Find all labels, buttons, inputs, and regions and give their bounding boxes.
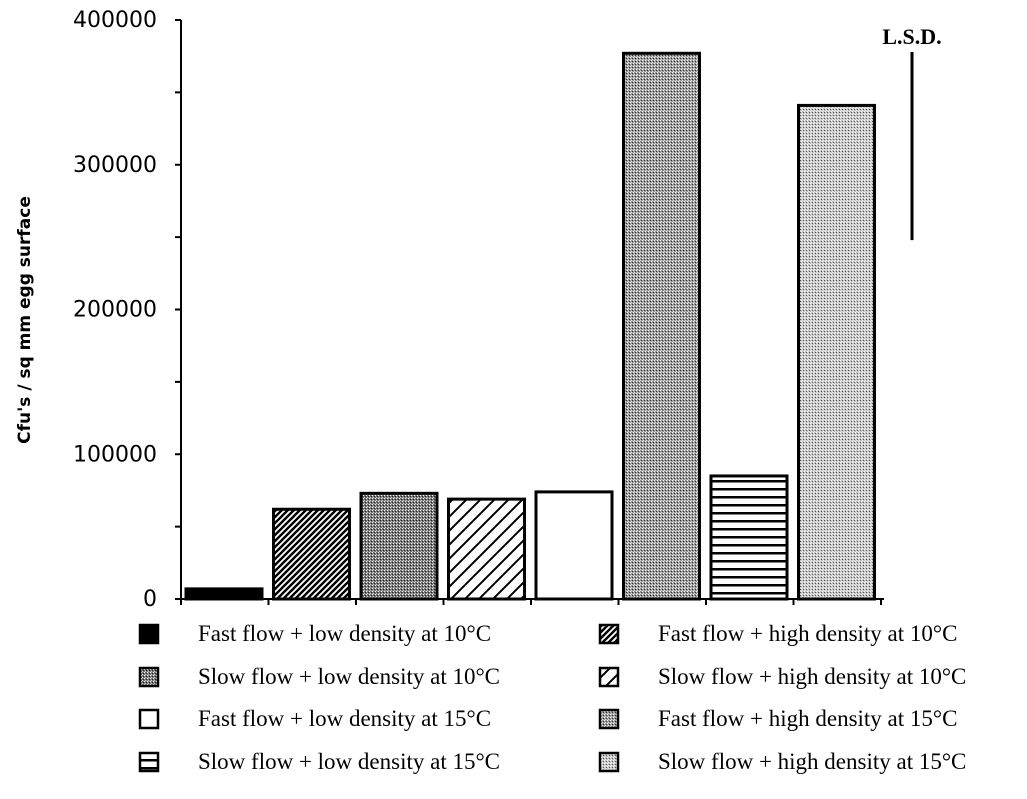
bar — [359, 491, 439, 601]
legend-item: Slow flow + high density at 10°C — [598, 662, 966, 692]
legend-swatch — [598, 751, 620, 773]
bar — [272, 507, 351, 601]
bars — [184, 51, 876, 601]
legend-swatch — [138, 708, 160, 730]
legend-item: Slow flow + low density at 10°C — [138, 662, 500, 692]
y-tick-label: 400000 — [73, 8, 157, 33]
y-tick-label: 200000 — [73, 298, 157, 323]
bar — [184, 587, 264, 601]
legend-label: Slow flow + low density at 10°C — [198, 664, 500, 689]
y-tick-label: 0 — [143, 587, 157, 612]
legend-label: Fast flow + low density at 10°C — [198, 621, 492, 646]
y-axis-title: Cfu's / sq mm egg surface — [15, 196, 35, 444]
legend-swatch — [598, 623, 620, 645]
legend-item: Fast flow + high density at 10°C — [598, 619, 957, 649]
legend-swatch — [138, 623, 160, 645]
bar — [534, 490, 614, 601]
bar — [797, 103, 876, 601]
y-tick-label: 300000 — [73, 153, 157, 178]
legend-label: Fast flow + low density at 15°C — [198, 706, 492, 731]
lsd-label: L.S.D. — [882, 24, 941, 49]
bar — [447, 497, 526, 601]
bar-chart: 0 100000 200000 300000 400000 Cfu's / sq mm e… — [15, 8, 942, 612]
legend-label: Fast flow + high density at 10°C — [658, 621, 958, 646]
legend-label: Slow flow + high density at 10°C — [658, 664, 967, 689]
legend-item: Fast flow + high density at 15°C — [598, 704, 957, 734]
legend-swatch — [138, 751, 160, 773]
legend-label: Slow flow + low density at 15°C — [198, 749, 500, 774]
legend-swatch — [138, 666, 160, 688]
y-tick-label: 100000 — [73, 442, 157, 467]
lsd-annotation: L.S.D. — [882, 24, 942, 241]
bar — [709, 474, 789, 601]
legend-item: Fast flow + low density at 15°C — [138, 704, 491, 734]
legend-item: Fast flow + low density at 10°C — [138, 619, 491, 649]
legend-label: Fast flow + high density at 15°C — [658, 706, 958, 731]
legend-label: Slow flow + high density at 15°C — [658, 749, 967, 774]
legend-item: Slow flow + low density at 15°C — [138, 747, 500, 777]
legend-swatch — [598, 708, 620, 730]
legend-item: Slow flow + high density at 15°C — [598, 747, 966, 777]
legend-swatch — [598, 666, 620, 688]
bar — [622, 51, 701, 601]
